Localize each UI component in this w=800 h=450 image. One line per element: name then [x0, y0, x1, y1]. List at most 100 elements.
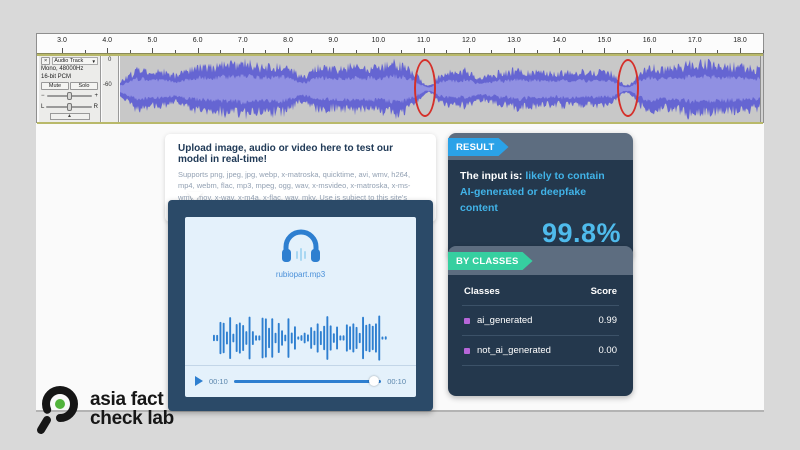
- verdict-text: likely to contain AI-generated or deepfa…: [460, 170, 605, 214]
- ruler-tick-label: 10.0: [371, 37, 386, 44]
- gain-slider[interactable]: [46, 91, 93, 100]
- track-format-line1: Mono, 48000Hz: [41, 66, 84, 72]
- table-row: not_ai_generated 0.00: [462, 335, 619, 366]
- classes-badge: BY CLASSES: [448, 252, 533, 270]
- chevron-down-icon: ▼: [91, 58, 96, 64]
- ruler-tick-mark: [649, 48, 651, 53]
- track-menu-label: Audio Track: [54, 58, 84, 64]
- track-border-top: [37, 54, 763, 56]
- ruler-minor-tick: [762, 50, 764, 53]
- class-label: ai_generated: [477, 315, 533, 326]
- player-waveform: [213, 312, 388, 364]
- ruler-tick-mark: [107, 48, 109, 53]
- ruler-tick-mark: [740, 48, 741, 53]
- ruler-minor-tick: [401, 50, 402, 53]
- classes-panel-header: BY CLASSES: [448, 246, 633, 275]
- solo-button[interactable]: Solo: [70, 82, 98, 90]
- seek-knob[interactable]: [369, 376, 380, 386]
- player-divider: [185, 365, 416, 366]
- timeline-ruler[interactable]: 3.0 4.0 5.0 6.0 7.0 8.0 9.0 10.0 11.0 12.0 13.0 14.…: [37, 34, 764, 54]
- result-panel-body: The input is: likely to contain AI-gener…: [448, 160, 633, 260]
- track-close-button[interactable]: ×: [41, 57, 51, 65]
- ruler-minor-tick: [265, 50, 267, 53]
- player-waveform-svg: [213, 315, 387, 361]
- audio-player-inner: rubiopart.mp3 00:10 00:10: [185, 217, 416, 397]
- audio-filename: rubiopart.mp3: [275, 270, 326, 279]
- ruler-tick-mark: [242, 48, 244, 53]
- ruler-tick-mark: [423, 48, 425, 53]
- track-collapse-button[interactable]: ▲: [49, 113, 90, 120]
- pan-left-label: L: [41, 103, 45, 110]
- gain-minus-label: −: [41, 92, 45, 99]
- result-panel-header: RESULT: [448, 133, 633, 160]
- magnifier-icon: [37, 386, 78, 434]
- ruler-tick-mark: [288, 48, 289, 53]
- logo-line2: check lab: [90, 408, 174, 429]
- ruler-minor-tick: [355, 50, 357, 53]
- ruler-minor-tick: [627, 50, 628, 53]
- pan-right-label: R: [93, 103, 98, 110]
- mute-button[interactable]: Mute: [41, 82, 69, 90]
- col-classes: Classes: [464, 286, 500, 297]
- col-score: Score: [590, 286, 617, 297]
- track-border-bottom: [37, 122, 763, 124]
- ruler-tick-label: 4.0: [102, 37, 113, 44]
- upload-supports-text: Supports png, jpeg, jpg, webp, x-matrosk…: [178, 170, 411, 202]
- duration-time: 00:10: [387, 376, 406, 386]
- gain-slider-thumb[interactable]: [67, 91, 73, 100]
- ruler-minor-tick: [310, 50, 312, 53]
- classes-table-header: Classes Score: [462, 279, 619, 305]
- ruler-tick-mark: [197, 48, 199, 53]
- class-score: 0.99: [598, 315, 618, 326]
- ruler-tick-label: 17.0: [687, 37, 702, 44]
- play-button[interactable]: [195, 376, 203, 386]
- ruler-minor-tick: [446, 50, 448, 53]
- ruler-minor-tick: [536, 50, 538, 53]
- ruler-tick-mark: [514, 48, 515, 53]
- ruler-minor-tick: [84, 50, 86, 53]
- confidence-score: 99.8%: [541, 218, 621, 249]
- class-bullet-icon: [464, 347, 470, 354]
- track-control-panel: × Audio Track ▼ Mono, 48000Hz 16-bit PCM…: [39, 56, 101, 122]
- track-empty-area: [760, 56, 763, 122]
- elapsed-time: 00:10: [209, 376, 228, 386]
- ruler-tick-label: 9.0: [328, 37, 339, 44]
- tooltip-tail: [187, 192, 203, 201]
- class-label: not_ai_generated: [477, 345, 551, 356]
- asia-fact-check-lab-logo: asia fact check lab: [33, 382, 174, 438]
- ruler-tick-label: 16.0: [642, 37, 657, 44]
- seek-bar[interactable]: [233, 376, 382, 386]
- ruler-minor-tick: [175, 50, 176, 53]
- ruler-minor-tick: [491, 50, 493, 53]
- table-row: ai_generated 0.99: [462, 305, 619, 335]
- ruler-tick-label: 12.0: [461, 37, 476, 44]
- logo-line1: asia fact: [90, 389, 164, 411]
- pan-slider[interactable]: [46, 102, 92, 111]
- ruler-minor-tick: [129, 50, 131, 53]
- ruler-tick-mark: [468, 48, 470, 53]
- audio-player-card: rubiopart.mp3 00:10 00:10: [168, 200, 433, 411]
- pan-slider-thumb[interactable]: [66, 102, 72, 111]
- audio-track: × Audio Track ▼ Mono, 48000Hz 16-bit PCM…: [37, 56, 763, 122]
- waveform-svg: [120, 58, 760, 120]
- ruler-tick-label: 13.0: [507, 37, 521, 44]
- ruler-tick-label: 7.0: [237, 37, 248, 44]
- track-format-line2: 16-bit PCM: [41, 74, 72, 80]
- logo-text: asia fact check lab: [90, 391, 174, 428]
- ruler-tick-label: 14.0: [552, 37, 566, 44]
- ruler-minor-tick: [717, 50, 719, 53]
- verdict-prefix: The input is:: [460, 170, 526, 182]
- ruler-tick-label: 8.0: [283, 37, 293, 44]
- waveform-display[interactable]: [120, 56, 760, 122]
- upload-title: Upload image, audio or video here to tes…: [178, 143, 394, 165]
- track-menu-button[interactable]: Audio Track ▼: [52, 57, 98, 65]
- ruler-tick-mark: [559, 48, 561, 53]
- player-controls: 00:10 00:10: [195, 372, 406, 390]
- anomaly-circle-2: [617, 59, 639, 117]
- result-panel: RESULT The input is: likely to contain A…: [448, 133, 633, 260]
- ruler-tick-label: 3.0: [57, 37, 67, 44]
- db-scale-0: 0: [108, 57, 112, 63]
- anomaly-circle-1: [414, 59, 436, 117]
- ruler-minor-tick: [581, 50, 583, 53]
